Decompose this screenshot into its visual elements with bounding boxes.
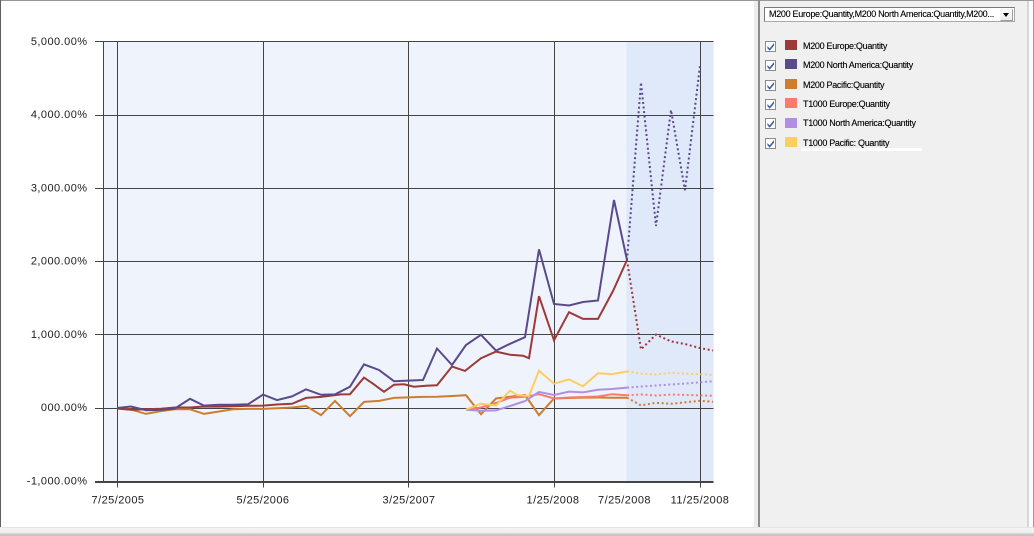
svg-text:7/25/2005: 7/25/2005 (92, 494, 145, 506)
svg-text:5/25/2006: 5/25/2006 (237, 494, 290, 506)
svg-text:-1,000.00%: -1,000.00% (27, 476, 88, 488)
svg-text:000.00%: 000.00% (41, 402, 88, 414)
svg-text:7/25/2008: 7/25/2008 (598, 494, 651, 506)
svg-text:5,000.00%: 5,000.00% (31, 36, 88, 48)
svg-text:11/25/2008: 11/25/2008 (671, 494, 730, 506)
svg-text:2,000.00%: 2,000.00% (31, 256, 88, 268)
svg-text:3/25/2007: 3/25/2007 (383, 494, 436, 506)
svg-text:3,000.00%: 3,000.00% (31, 182, 88, 194)
svg-text:1,000.00%: 1,000.00% (31, 329, 88, 341)
svg-text:1/25/2008: 1/25/2008 (527, 494, 580, 506)
svg-text:4,000.00%: 4,000.00% (31, 109, 88, 121)
